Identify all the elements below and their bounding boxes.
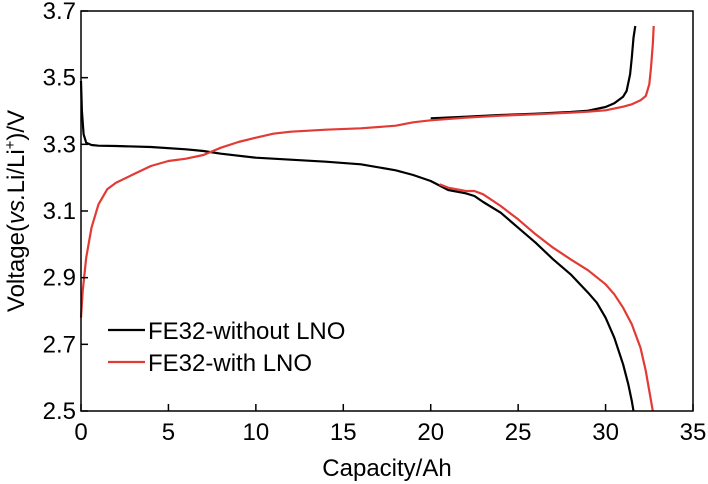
x-tick-label: 15 xyxy=(330,419,357,446)
y-axis-title-part-5: )/V xyxy=(3,110,30,141)
x-tick-label: 10 xyxy=(243,419,270,446)
y-tick-label: 2.9 xyxy=(43,265,76,292)
y-tick-label: 3.7 xyxy=(43,0,76,25)
series-1-curve-1 xyxy=(79,80,635,412)
x-tick-label: 35 xyxy=(680,419,707,446)
y-axis-title-part-1: Voltage( xyxy=(3,224,30,312)
y-axis-ticks: 2.5 2.7 2.9 3.1 3.3 3.5 3.7 xyxy=(43,0,88,425)
x-tick-label: 20 xyxy=(417,419,444,446)
curves-layer xyxy=(79,25,655,412)
x-tick-label: 25 xyxy=(505,419,532,446)
series-1-curve-2 xyxy=(430,25,637,120)
x-tick-label: 30 xyxy=(592,419,619,446)
y-tick-label: 3.3 xyxy=(43,131,76,158)
x-tick-label: 0 xyxy=(74,419,87,446)
y-axis-title-superscript: + xyxy=(2,140,19,149)
y-tick-label: 2.7 xyxy=(43,331,76,358)
y-axis-title-part-2: vs. xyxy=(3,193,30,224)
y-axis-title: Voltage(vs.Li/Li+)/V xyxy=(2,110,30,312)
y-axis-title-part-3: Li/Li xyxy=(3,149,30,193)
x-axis-title: Capacity/Ah xyxy=(322,455,451,482)
y-tick-label: 3.5 xyxy=(43,65,76,92)
legend-label-without-lno: FE32-without LNO xyxy=(148,318,345,345)
legend: FE32-without LNO FE32-with LNO xyxy=(108,318,345,377)
y-tick-label: 3.1 xyxy=(43,198,76,225)
series-2-curve-1 xyxy=(79,25,655,318)
series-2-curve-2 xyxy=(439,183,654,412)
legend-label-with-lno: FE32-with LNO xyxy=(148,350,312,377)
x-tick-label: 5 xyxy=(162,419,175,446)
y-tick-label: 2.5 xyxy=(43,398,76,425)
x-axis-ticks: 0 5 10 15 20 25 30 35 xyxy=(74,404,706,446)
